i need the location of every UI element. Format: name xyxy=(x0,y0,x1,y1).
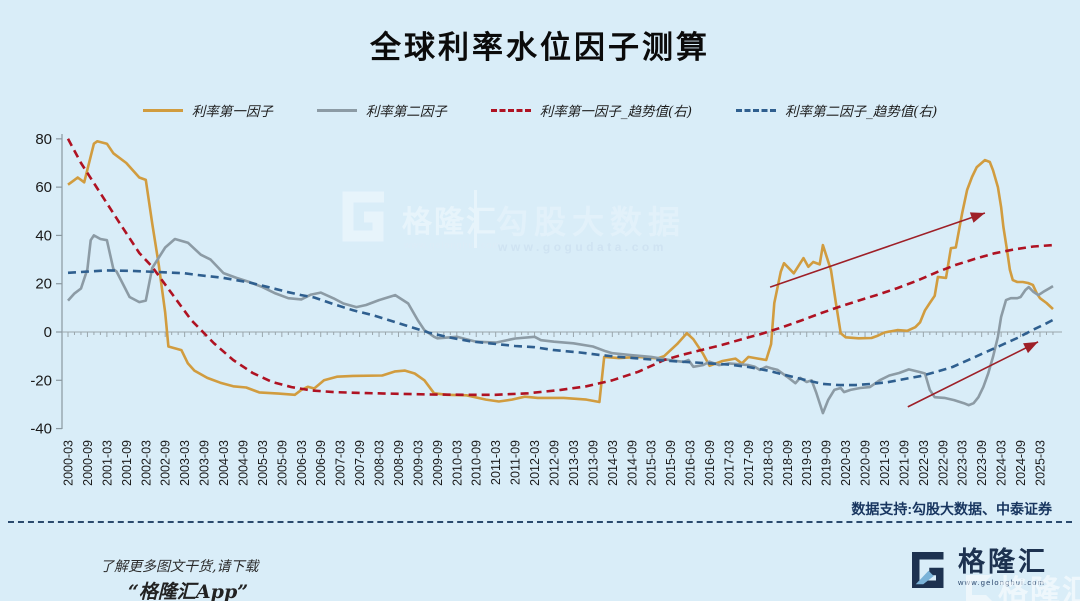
legend-label: 利率第一因子_趋势值(右) xyxy=(539,104,692,120)
svg-text:-40: -40 xyxy=(30,421,52,438)
series-利率第一因子 xyxy=(67,140,1054,404)
legend-item-factor2: 利率第二因子 xyxy=(316,100,447,120)
factor2-line-swatch xyxy=(316,108,357,112)
svg-text:2023-09: 2023-09 xyxy=(975,440,989,486)
svg-text:2013-03: 2013-03 xyxy=(567,440,581,486)
series-利率第一因子_趋势值(右) xyxy=(66,138,1054,397)
svg-text:2018-09: 2018-09 xyxy=(781,440,795,486)
svg-text:2016-09: 2016-09 xyxy=(703,440,717,486)
svg-text:2002-09: 2002-09 xyxy=(159,440,173,486)
svg-text:2010-03: 2010-03 xyxy=(450,440,464,486)
svg-text:2019-09: 2019-09 xyxy=(820,440,834,486)
svg-text:2008-09: 2008-09 xyxy=(392,440,406,486)
svg-text:2011-09: 2011-09 xyxy=(509,440,523,485)
svg-text:2000-03: 2000-03 xyxy=(62,440,76,486)
svg-text:2023-03: 2023-03 xyxy=(956,440,970,486)
svg-text:2002-03: 2002-03 xyxy=(139,440,153,486)
svg-text:勾股大数据: 勾股大数据 xyxy=(496,204,686,240)
svg-text:2015-03: 2015-03 xyxy=(645,440,659,486)
legend-label: 利率第二因子 xyxy=(365,104,447,120)
svg-text:2008-03: 2008-03 xyxy=(373,440,387,486)
legend-label: 利率第一因子 xyxy=(191,104,273,120)
svg-text:2005-09: 2005-09 xyxy=(275,440,289,486)
legend-item-factor1: 利率第一因子 xyxy=(142,100,273,120)
chart-title: 全球利率水位因子测算 xyxy=(370,30,710,65)
svg-text:2011-03: 2011-03 xyxy=(489,440,503,485)
footer-promo-text: 了解更多图文干货,请下载 xyxy=(100,559,259,575)
svg-text:2017-09: 2017-09 xyxy=(742,440,756,486)
brand-url: www.gelonghui.com xyxy=(958,578,1046,587)
factor1-line-swatch xyxy=(142,108,183,112)
svg-text:2024-09: 2024-09 xyxy=(1014,440,1028,486)
svg-text:2022-09: 2022-09 xyxy=(936,440,950,486)
svg-text:www.gelonghui.com: www.gelonghui.com xyxy=(403,240,501,250)
footer-divider xyxy=(8,521,1072,523)
svg-text:2000-09: 2000-09 xyxy=(81,440,95,486)
svg-text:2006-09: 2006-09 xyxy=(314,440,328,486)
factor2-trend-swatch xyxy=(736,108,776,112)
axes: 80 60 40 20 0 -20 -40 xyxy=(30,131,1062,438)
svg-text:20: 20 xyxy=(35,276,52,293)
svg-text:0: 0 xyxy=(44,324,52,341)
svg-text:2005-03: 2005-03 xyxy=(256,440,270,486)
svg-text:2015-09: 2015-09 xyxy=(664,440,678,486)
svg-text:2025-03: 2025-03 xyxy=(1034,440,1048,486)
svg-text:2001-03: 2001-03 xyxy=(100,440,114,486)
gelonghui-g-icon xyxy=(912,552,944,588)
svg-text:60: 60 xyxy=(35,179,52,196)
footer-app-name: “格隆汇App” xyxy=(128,581,249,601)
svg-text:2018-03: 2018-03 xyxy=(761,440,775,486)
chart-legend: 利率第一因子 利率第二因子 利率第一因子_趋势值(右) 利率第二因子_趋势值(右… xyxy=(0,100,1080,120)
series-利率第二因子 xyxy=(67,234,1054,415)
svg-text:2014-03: 2014-03 xyxy=(606,440,620,486)
brand-wordmark: 格隆汇 xyxy=(958,547,1048,577)
svg-text:2009-09: 2009-09 xyxy=(431,440,445,486)
svg-text:2014-09: 2014-09 xyxy=(625,440,639,486)
svg-text:www.gogudata.com: www.gogudata.com xyxy=(497,240,667,254)
svg-text:2007-09: 2007-09 xyxy=(353,440,367,486)
svg-text:2017-03: 2017-03 xyxy=(722,440,736,486)
trend-arrows xyxy=(769,212,1039,408)
series-利率第二因子_趋势值(右) xyxy=(67,269,1054,387)
svg-text:2024-03: 2024-03 xyxy=(995,440,1009,486)
legend-item-factor1-trend: 利率第一因子_趋势值(右) xyxy=(490,100,692,120)
svg-text:2020-03: 2020-03 xyxy=(839,440,853,486)
gelonghui-logo: 格隆汇 www.gelonghui.com xyxy=(906,549,1048,591)
x-axis-labels: 2000-03 2000-09 2001-03 2001-09 2002-03 2002-… xyxy=(62,440,1048,486)
svg-text:2004-03: 2004-03 xyxy=(217,440,231,486)
svg-text:2001-09: 2001-09 xyxy=(120,440,134,486)
svg-text:2021-03: 2021-03 xyxy=(878,440,892,486)
svg-text:2007-03: 2007-03 xyxy=(334,440,348,486)
svg-text:2013-09: 2013-09 xyxy=(586,440,600,486)
svg-text:2003-03: 2003-03 xyxy=(178,440,192,486)
legend-label: 利率第二因子_趋势值(右) xyxy=(785,104,938,120)
svg-text:2004-09: 2004-09 xyxy=(236,440,250,486)
center-watermark: 格隆汇www.gelonghui.com勾股大数据www.gogudata.co… xyxy=(342,190,686,254)
svg-text:80: 80 xyxy=(35,131,52,148)
svg-text:2021-09: 2021-09 xyxy=(897,440,911,486)
svg-text:格隆汇: 格隆汇 xyxy=(402,206,498,239)
svg-text:40: 40 xyxy=(35,227,52,244)
legend-item-factor2-trend: 利率第二因子_趋势值(右) xyxy=(736,100,937,120)
svg-text:2003-09: 2003-09 xyxy=(198,440,212,486)
factor1-trend-swatch xyxy=(490,108,531,112)
svg-text:2010-09: 2010-09 xyxy=(470,440,484,486)
svg-text:2006-03: 2006-03 xyxy=(295,440,309,486)
svg-text:2012-09: 2012-09 xyxy=(548,440,562,486)
svg-text:-20: -20 xyxy=(30,372,52,389)
svg-text:2022-03: 2022-03 xyxy=(917,440,931,486)
svg-text:2009-03: 2009-03 xyxy=(411,440,425,486)
svg-text:2016-03: 2016-03 xyxy=(684,440,698,486)
svg-text:2020-09: 2020-09 xyxy=(859,440,873,486)
svg-text:2019-03: 2019-03 xyxy=(800,440,814,486)
svg-text:2012-03: 2012-03 xyxy=(528,440,542,486)
data-support-credit: 数据支持:勾股大数据、中泰证券 xyxy=(851,501,1052,517)
